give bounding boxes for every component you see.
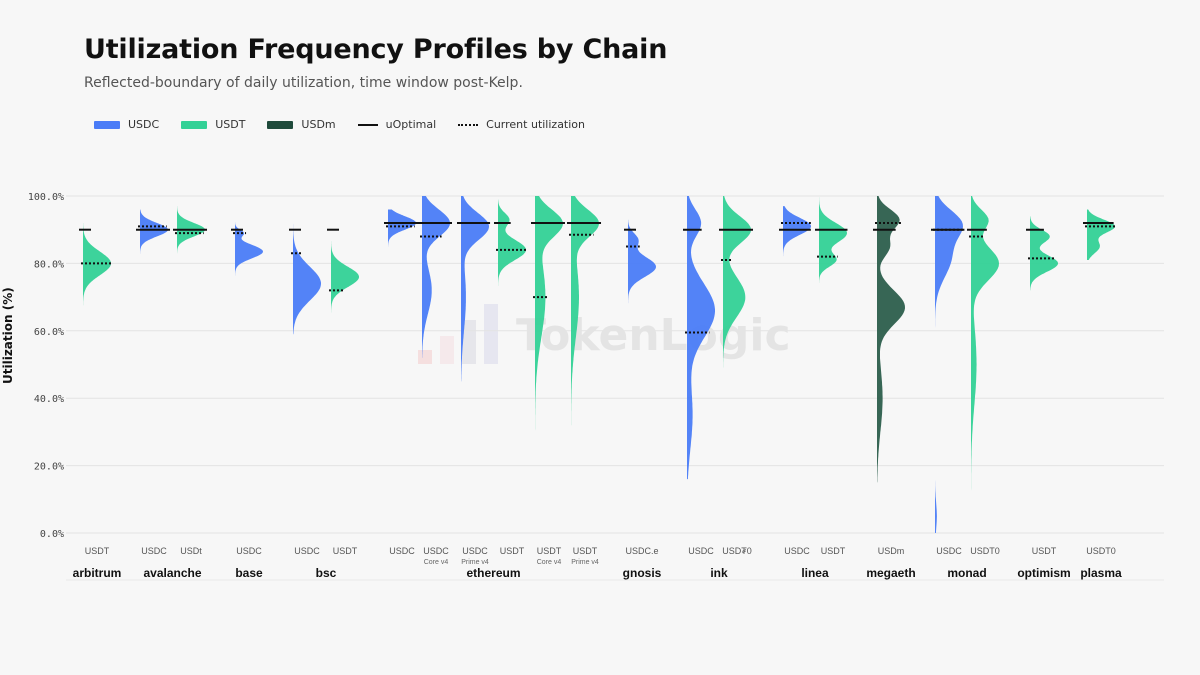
- chain-label-base: base: [235, 566, 263, 580]
- y-tick-label: 60.0%: [34, 327, 64, 338]
- chain-label-plasma: plasma: [1080, 566, 1122, 580]
- y-tick-label: 100.0%: [28, 192, 64, 203]
- watermark-text: TokenLogic: [516, 309, 791, 361]
- legend: USDC USDT USDm uOptimal Current utilizat…: [94, 118, 585, 131]
- legend-label-current: Current utilization: [486, 118, 586, 131]
- legend-swatch-usdm: [267, 120, 294, 129]
- violin-ethereum-usdt: [498, 199, 526, 304]
- x-tick-label: USD₮0: [722, 546, 752, 556]
- violin-linea-usdt: [819, 196, 847, 291]
- chart-title: Utilization Frequency Profiles by Chain: [84, 34, 668, 65]
- chain-label-arbitrum: arbitrum: [73, 566, 122, 580]
- chain-label-ethereum: ethereum: [466, 566, 520, 580]
- x-tick-label: USDC: [784, 546, 810, 556]
- x-tick-label: USDC: [141, 546, 167, 556]
- x-tick-label: USDT: [821, 546, 846, 556]
- x-tick-label: USDt: [180, 546, 202, 556]
- chart-subtitle: Reflected-boundary of daily utilization,…: [84, 75, 523, 91]
- chain-label-linea: linea: [801, 566, 829, 580]
- legend-item-usdm: USDm: [267, 118, 336, 131]
- legend-item-usdt: USDT: [181, 118, 245, 131]
- y-tick-label: 0.0%: [40, 529, 64, 540]
- violin-base-usdc: [235, 219, 263, 277]
- x-tick-sublabel: Core v4: [537, 559, 562, 566]
- violin-avalanche-usdt: [177, 199, 205, 254]
- legend-item-uoptimal: uOptimal: [357, 118, 437, 131]
- y-axis-label: Utilization (%): [1, 287, 15, 384]
- x-tick-label: USDC: [936, 546, 962, 556]
- x-tick-label: USDC: [688, 546, 714, 556]
- x-tick-label: USDT: [1032, 546, 1057, 556]
- violin-arbitrum-usdt: [83, 223, 111, 308]
- violin-monad-usdt: [971, 196, 999, 533]
- violin-ethereum-usdt: [571, 196, 599, 426]
- violin-ethereum-usdc: [461, 196, 489, 382]
- x-tick-label: USDT: [500, 546, 525, 556]
- watermark: TokenLogic: [418, 300, 791, 370]
- chain-label-gnosis: gnosis: [623, 566, 662, 580]
- x-tick-sublabel: Prime v4: [461, 559, 489, 566]
- violin-ink-usdc: [687, 196, 715, 480]
- violin-gnosis-usdc: [628, 219, 656, 318]
- x-tick-sublabel: Prime v4: [571, 559, 599, 566]
- legend-item-current: Current utilization: [458, 118, 585, 131]
- legend-swatch-uoptimal: [357, 123, 378, 126]
- legend-label-usdc: USDC: [128, 118, 160, 131]
- x-tick-label: USDT0: [1086, 546, 1116, 556]
- y-tick-label: 40.0%: [34, 394, 64, 405]
- x-tick-label: USDC.e: [625, 546, 658, 556]
- x-tick-label: USDT: [333, 546, 358, 556]
- y-tick-label: 20.0%: [34, 462, 64, 473]
- x-tick-label: USDm: [878, 546, 905, 556]
- legend-label-usdm: USDm: [301, 118, 336, 131]
- x-tick-label: USDC: [423, 546, 449, 556]
- legend-swatch-current: [458, 123, 479, 126]
- x-tick-label: USDT: [573, 546, 598, 556]
- violin-bsc-usdc: [293, 202, 321, 335]
- legend-swatch-usdt: [181, 120, 208, 129]
- violin-ethereum-usdc: [422, 196, 450, 358]
- chain-label-megaeth: megaeth: [866, 566, 915, 580]
- x-tick-label: USDC: [294, 546, 320, 556]
- x-tick-label: USDC: [389, 546, 415, 556]
- x-tick-sublabel: Core v4: [424, 559, 449, 566]
- violin-ink-usdt: [723, 196, 751, 372]
- violin-monad-usdc: [935, 196, 963, 533]
- x-tick-label: USDC: [236, 546, 262, 556]
- chain-label-monad: monad: [947, 566, 986, 580]
- chain-label-bsc: bsc: [316, 566, 337, 580]
- violin-ethereum-usdc: [388, 209, 416, 247]
- violin-plasma-usdt: [1087, 209, 1115, 260]
- violin-linea-usdc: [783, 206, 811, 260]
- x-tick-label: USDC: [462, 546, 488, 556]
- violin-ethereum-usdt: [535, 196, 563, 453]
- chain-label-ink: ink: [710, 566, 728, 580]
- violin-bsc-usdt: [331, 229, 359, 318]
- legend-swatch-usdc: [94, 120, 120, 129]
- chain-label-optimism: optimism: [1017, 566, 1070, 580]
- x-tick-label: USDT: [85, 546, 110, 556]
- y-tick-label: 80.0%: [34, 259, 64, 270]
- x-tick-label: USDT0: [970, 546, 1000, 556]
- violin-avalanche-usdc: [140, 209, 168, 264]
- legend-label-usdt: USDT: [215, 118, 246, 131]
- x-tick-label: USDT: [537, 546, 562, 556]
- chain-label-avalanche: avalanche: [143, 566, 201, 580]
- legend-item-usdc: USDC: [94, 118, 159, 131]
- violin-megaeth-usdm: [877, 196, 905, 483]
- legend-label-uoptimal: uOptimal: [385, 118, 437, 131]
- violin-optimism-usdt: [1030, 216, 1058, 291]
